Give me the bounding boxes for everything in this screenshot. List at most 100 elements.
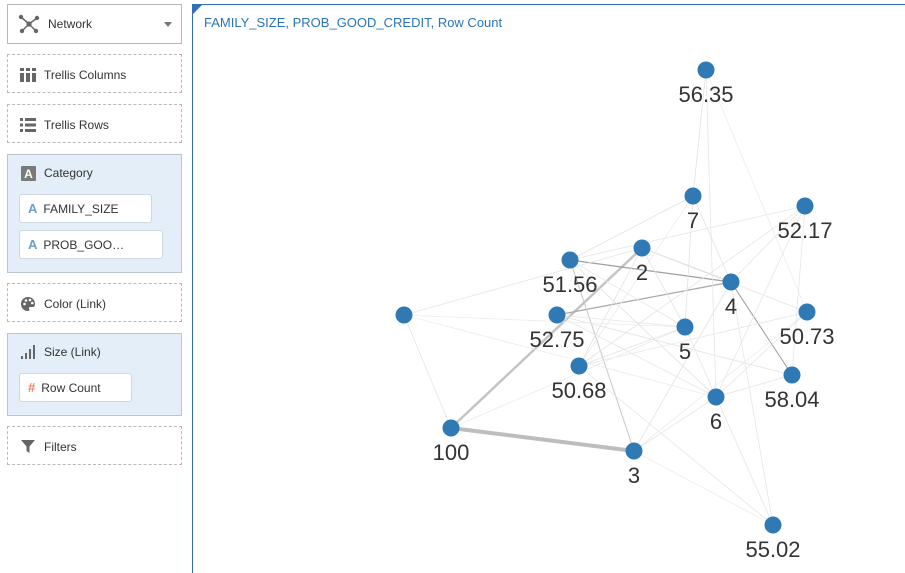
trellis-columns-dropzone[interactable]: Trellis Columns: [7, 54, 182, 93]
category-label: Category: [44, 166, 93, 180]
category-item-label: PROB_GOO…: [43, 237, 125, 252]
category-dropzone[interactable]: A Category A FAMILY_SIZE A PROB_GOO…: [7, 154, 182, 273]
network-edge[interactable]: [633, 450, 774, 526]
network-edge[interactable]: [692, 69, 707, 197]
trellis-rows-label: Trellis Rows: [44, 117, 109, 132]
network-edges: [403, 69, 808, 526]
network-edge[interactable]: [578, 195, 694, 367]
network-node-label: 52.17: [777, 218, 832, 243]
network-edge[interactable]: [403, 314, 717, 398]
network-node[interactable]: [442, 419, 460, 437]
attribute-a-icon: A: [28, 237, 38, 252]
network-nodes: 56.35 7 52.17 2 51.56 4 52.75 5 50.73 50.68 58.04 6…: [395, 61, 835, 562]
network-node[interactable]: [548, 306, 566, 324]
network-node[interactable]: [796, 197, 814, 215]
network-edge[interactable]: [556, 281, 732, 316]
network-node-label: 100: [433, 440, 470, 465]
selection-corner-marker: [193, 5, 202, 14]
network-edge[interactable]: [715, 205, 806, 398]
network-edge[interactable]: [403, 314, 452, 429]
network-edge[interactable]: [403, 247, 643, 316]
network-edge[interactable]: [633, 396, 717, 452]
filters-dropzone[interactable]: Filters: [7, 426, 182, 465]
network-node-label: 5: [679, 339, 691, 364]
network-edge[interactable]: [569, 259, 717, 398]
network-edge[interactable]: [791, 205, 806, 376]
network-edge[interactable]: [403, 314, 686, 328]
network-node[interactable]: [570, 357, 588, 375]
category-item-prob-good-credit[interactable]: A PROB_GOO…: [19, 230, 163, 259]
trellis-columns-label: Trellis Columns: [44, 67, 127, 82]
network-edge[interactable]: [556, 314, 793, 376]
category-item-family-size[interactable]: A FAMILY_SIZE: [19, 194, 152, 223]
network-edge[interactable]: [684, 326, 774, 526]
network-chart-canvas[interactable]: FAMILY_SIZE, PROB_GOOD_CREDIT, Row Count…: [192, 4, 905, 573]
attribute-a-icon: A: [20, 165, 36, 181]
category-item-label: FAMILY_SIZE: [43, 201, 119, 216]
network-edge[interactable]: [450, 426, 635, 453]
network-edge[interactable]: [556, 314, 717, 398]
rows-icon: [20, 117, 36, 133]
network-node-label: 58.04: [764, 387, 819, 412]
network-edge[interactable]: [450, 247, 643, 429]
network-edge[interactable]: [569, 205, 806, 261]
svg-text:A: A: [24, 167, 33, 181]
network-edge[interactable]: [684, 195, 694, 328]
network-icon: [18, 14, 40, 34]
size-link-dropzone[interactable]: Size (Link) # Row Count: [7, 333, 182, 416]
size-icon: [20, 344, 36, 360]
network-edge[interactable]: [705, 69, 808, 313]
network-node[interactable]: [633, 239, 651, 257]
network-edge[interactable]: [730, 281, 774, 526]
network-node-label: 50.73: [779, 324, 834, 349]
network-edge[interactable]: [569, 259, 635, 452]
network-node-label: 4: [725, 294, 737, 319]
network-edge[interactable]: [641, 247, 686, 328]
network-edge[interactable]: [633, 281, 732, 452]
network-edge[interactable]: [692, 195, 732, 283]
network-node[interactable]: [625, 442, 643, 460]
network-edge[interactable]: [569, 195, 694, 261]
network-edge[interactable]: [578, 311, 808, 367]
network-edge[interactable]: [578, 247, 643, 367]
visualization-type-label: Network: [48, 17, 93, 31]
network-edge[interactable]: [730, 205, 806, 283]
network-node[interactable]: [764, 516, 782, 534]
visualization-type-select[interactable]: Network: [7, 4, 182, 44]
palette-icon: [20, 296, 36, 312]
trellis-rows-dropzone[interactable]: Trellis Rows: [7, 104, 182, 143]
network-edge[interactable]: [578, 205, 806, 367]
network-node-label: 6: [710, 409, 722, 434]
properties-panel: Network Trellis Columns Trellis Row: [0, 0, 191, 573]
network-edge[interactable]: [715, 311, 808, 398]
network-edge[interactable]: [715, 374, 793, 398]
size-link-label: Size (Link): [44, 345, 101, 359]
network-edge[interactable]: [450, 326, 686, 429]
chevron-down-icon[interactable]: [164, 22, 172, 27]
network-node[interactable]: [798, 303, 816, 321]
color-link-label: Color (Link): [44, 296, 107, 311]
network-node-label: 51.56: [542, 272, 597, 297]
network-edge[interactable]: [633, 311, 808, 452]
network-edge[interactable]: [705, 69, 717, 398]
network-node[interactable]: [783, 366, 801, 384]
network-node[interactable]: [561, 251, 579, 269]
chart-title: FAMILY_SIZE, PROB_GOOD_CREDIT, Row Count: [204, 15, 503, 30]
network-node[interactable]: [707, 388, 725, 406]
network-node[interactable]: [395, 306, 413, 324]
size-item-row-count[interactable]: # Row Count: [19, 373, 132, 402]
color-link-dropzone[interactable]: Color (Link): [7, 283, 182, 322]
network-edge[interactable]: [569, 259, 732, 283]
network-node[interactable]: [722, 273, 740, 291]
network-node[interactable]: [684, 187, 702, 205]
hash-icon: #: [28, 380, 36, 395]
network-edge[interactable]: [578, 365, 774, 526]
network-edge[interactable]: [730, 281, 793, 376]
network-edge[interactable]: [556, 314, 686, 328]
network-edge[interactable]: [578, 326, 686, 367]
network-node[interactable]: [676, 318, 694, 336]
network-node-label: 2: [636, 260, 648, 285]
network-node[interactable]: [697, 61, 715, 79]
network-node-label: 56.35: [678, 82, 733, 107]
